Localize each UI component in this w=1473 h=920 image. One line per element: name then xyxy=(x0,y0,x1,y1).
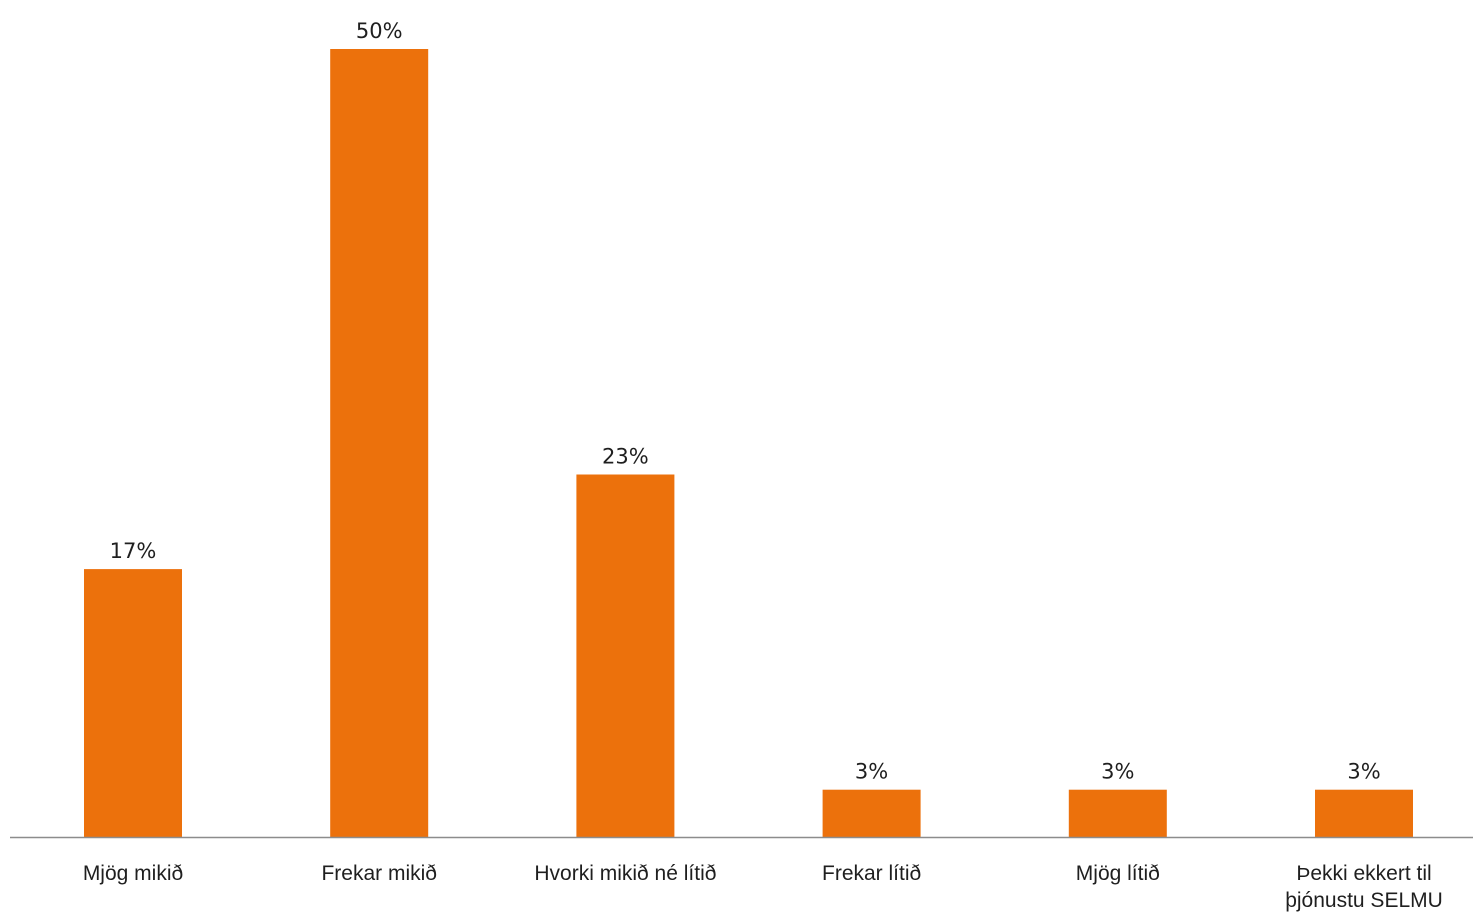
data-label: 17% xyxy=(110,539,157,563)
bar xyxy=(1315,789,1413,837)
data-label: 3% xyxy=(1347,760,1380,784)
category-labels-layer: Mjög mikið Frekar mikið Hvorki mikið né lí… xyxy=(83,862,1443,912)
x-tick-label: Mjög mikið xyxy=(83,862,183,885)
bar xyxy=(1068,789,1167,837)
x-tick-label-line: Hvorki mikið né lítið xyxy=(534,862,716,885)
x-tick-label: Þekki ekkert til þjónustu SELMU xyxy=(1285,862,1443,912)
x-tick-label-line: þjónustu SELMU xyxy=(1285,889,1443,912)
x-tick-label: Hvorki mikið né lítið xyxy=(534,862,716,885)
data-label: 3% xyxy=(855,760,888,784)
x-tick-label: Frekar mikið xyxy=(321,862,437,885)
data-label: 23% xyxy=(602,445,649,469)
bar xyxy=(822,789,921,837)
bar xyxy=(84,569,182,837)
x-tick-label-line: Mjög mikið xyxy=(83,862,183,885)
data-label: 50% xyxy=(356,19,403,43)
bars-layer xyxy=(84,49,1413,837)
bar xyxy=(576,474,675,837)
value-labels-layer: 17% 50% 23% 3% 3% 3% xyxy=(110,19,1381,784)
bar xyxy=(330,49,429,837)
x-tick-label-line: Mjög lítið xyxy=(1076,862,1160,885)
x-tick-label-line: Frekar lítið xyxy=(822,862,921,885)
x-tick-label: Mjög lítið xyxy=(1076,862,1160,885)
x-tick-label: Frekar lítið xyxy=(822,862,921,885)
x-tick-label-line: Þekki ekkert til xyxy=(1296,862,1431,885)
data-label: 3% xyxy=(1101,760,1134,784)
x-tick-label-line: Frekar mikið xyxy=(321,862,437,885)
